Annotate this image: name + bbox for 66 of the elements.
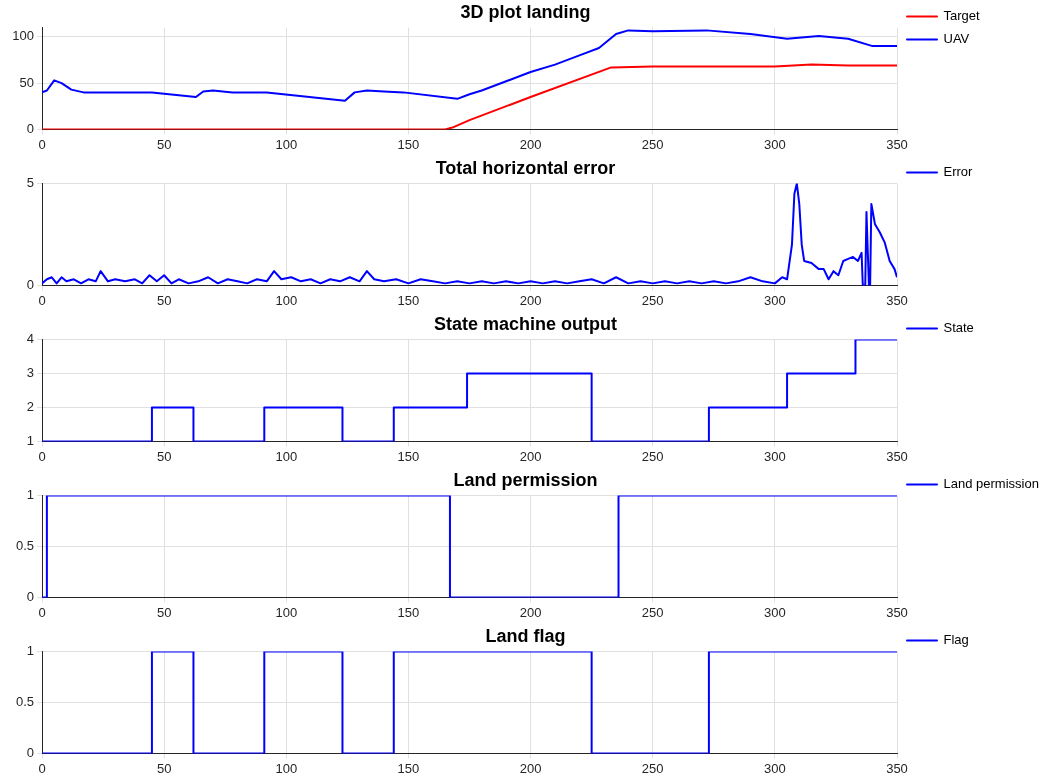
x-tick-label: 100 — [275, 760, 298, 776]
x-tick-label: 350 — [886, 760, 908, 776]
x-tick-label: 100 — [275, 136, 298, 152]
x-tick-label: 250 — [641, 448, 664, 464]
y-tick-label: 4 — [26, 331, 34, 347]
legend-label: State — [943, 320, 974, 336]
chart-title: Total horizontal error — [435, 157, 616, 178]
y-tick-label: 0 — [26, 744, 34, 760]
y-tick-label: 1 — [26, 432, 34, 448]
legend-label: Flag — [943, 632, 969, 648]
x-tick-label: 200 — [519, 292, 542, 308]
x-tick-label: 50 — [156, 604, 172, 620]
x-tick-label: 300 — [764, 604, 786, 620]
chart-title: State machine output — [433, 313, 618, 334]
legend-label: Target — [943, 8, 981, 24]
chart-title: Land flag — [485, 625, 566, 646]
x-tick-label: 200 — [519, 448, 542, 464]
x-tick-label: 100 — [275, 448, 298, 464]
x-tick-label: 200 — [519, 760, 542, 776]
x-tick-label: 350 — [886, 136, 908, 152]
x-tick-label: 300 — [764, 292, 786, 308]
y-tick-label: 0.5 — [15, 694, 34, 710]
y-tick-label: 1 — [26, 487, 34, 503]
y-tick-label: 0.5 — [15, 538, 34, 554]
legend-label: Land permission — [943, 476, 1039, 492]
x-tick-label: 250 — [641, 136, 664, 152]
legend-label: UAV — [943, 31, 970, 47]
x-tick-label: 350 — [886, 448, 908, 464]
y-tick-label: 100 — [12, 28, 34, 44]
x-tick-label: 350 — [886, 604, 908, 620]
x-tick-label: 50 — [156, 136, 172, 152]
x-tick-label: 150 — [397, 136, 420, 152]
x-tick-label: 0 — [38, 136, 46, 152]
chart-title: Land permission — [453, 469, 598, 490]
y-tick-label: 0 — [26, 588, 34, 604]
y-tick-label: 2 — [26, 399, 34, 415]
x-tick-label: 0 — [38, 292, 46, 308]
chart-title: 3D plot landing — [460, 1, 591, 22]
x-tick-label: 300 — [764, 448, 786, 464]
x-tick-label: 0 — [38, 760, 46, 776]
y-tick-label: 5 — [26, 175, 34, 191]
x-tick-label: 150 — [397, 604, 420, 620]
x-tick-label: 200 — [519, 136, 542, 152]
x-tick-label: 250 — [641, 760, 664, 776]
x-tick-label: 300 — [764, 136, 786, 152]
y-tick-label: 1 — [26, 643, 34, 659]
x-tick-label: 150 — [397, 292, 420, 308]
x-tick-label: 50 — [156, 292, 172, 308]
y-tick-label: 0 — [26, 276, 34, 292]
y-tick-label: 50 — [19, 74, 34, 90]
x-tick-label: 200 — [519, 604, 542, 620]
y-tick-label: 3 — [26, 365, 34, 381]
x-tick-label: 250 — [641, 292, 664, 308]
y-tick-label: 0 — [26, 120, 34, 136]
x-tick-label: 100 — [275, 604, 298, 620]
x-tick-label: 0 — [38, 604, 46, 620]
x-tick-label: 150 — [397, 760, 420, 776]
x-tick-label: 50 — [156, 448, 172, 464]
x-tick-label: 100 — [275, 292, 298, 308]
x-tick-label: 350 — [886, 292, 908, 308]
x-tick-label: 300 — [764, 760, 786, 776]
x-tick-label: 250 — [641, 604, 664, 620]
x-tick-label: 150 — [397, 448, 420, 464]
x-tick-label: 0 — [38, 448, 46, 464]
x-tick-label: 50 — [156, 760, 172, 776]
legend-label: Error — [943, 164, 974, 180]
